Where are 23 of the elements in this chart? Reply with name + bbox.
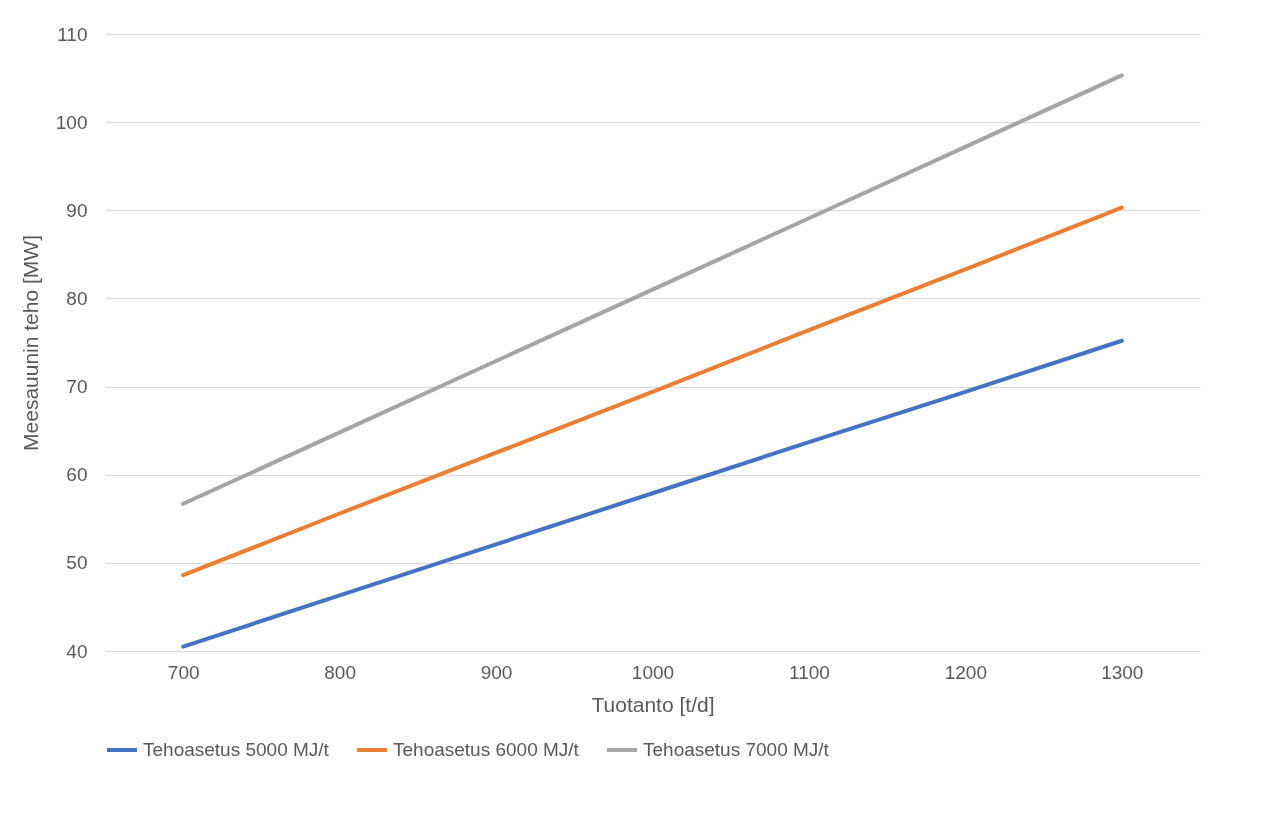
- y-tick-label: 100: [55, 111, 88, 133]
- legend-label: Tehoasetus 5000 MJ/t: [143, 739, 330, 760]
- x-tick-label: 800: [324, 661, 356, 683]
- y-tick-label: 80: [66, 287, 88, 309]
- y-tick-label: 60: [66, 464, 88, 486]
- x-tick-label: 700: [167, 661, 200, 683]
- legend-label: Tehoasetus 6000 MJ/t: [393, 739, 580, 760]
- y-tick-label: 50: [66, 552, 88, 574]
- y-tick-label: 110: [57, 23, 88, 45]
- line-series: [181, 205, 1124, 578]
- x-tick-label: 1300: [1101, 661, 1144, 683]
- y-tick-label: 40: [66, 640, 88, 662]
- x-tick-label: 900: [480, 661, 513, 683]
- x-tick-label: 1200: [944, 661, 987, 683]
- x-tick-label: 1000: [631, 661, 675, 683]
- y-axis-title: Meesauunin teho [MW]: [18, 235, 42, 451]
- y-tick-label: 70: [66, 376, 88, 398]
- x-axis-title: Tuotanto [t/d]: [591, 692, 715, 716]
- line-series: [181, 338, 1124, 649]
- line-series: [181, 73, 1124, 506]
- y-tick-label: 90: [66, 199, 88, 221]
- x-tick-label: 1100: [789, 661, 830, 683]
- legend-label: Tehoasetus 7000 MJ/t: [643, 739, 830, 760]
